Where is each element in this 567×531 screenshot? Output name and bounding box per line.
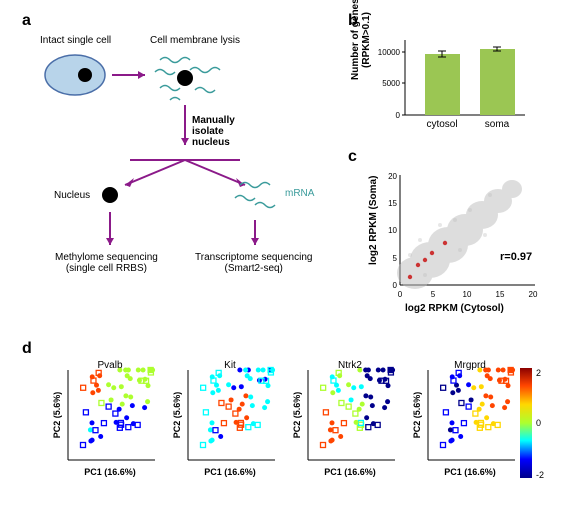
svg-text:5000: 5000 <box>382 79 400 88</box>
svg-text:PC1 (16.6%): PC1 (16.6%) <box>324 467 376 477</box>
svg-text:20: 20 <box>388 172 397 181</box>
svg-text:PC1 (16.6%): PC1 (16.6%) <box>444 467 496 477</box>
svg-text:Ntrk2: Ntrk2 <box>338 360 362 371</box>
svg-text:Mrgprd: Mrgprd <box>454 360 486 371</box>
panel-c-label: c <box>348 148 357 166</box>
panel-d-container: Pvalb PC1 (16.6%) PC2 (5.6%) Kit PC1 (16.6%)… <box>50 360 520 495</box>
svg-text:r=0.97: r=0.97 <box>500 251 532 263</box>
svg-text:PC2 (5.6%): PC2 (5.6%) <box>292 392 302 439</box>
svg-text:PC1 (16.6%): PC1 (16.6%) <box>204 467 256 477</box>
svg-text:0: 0 <box>398 290 403 299</box>
svg-text:-2: -2 <box>536 470 544 480</box>
svg-text:10: 10 <box>388 226 397 235</box>
panel-c-svg: 0 5 10 15 20 0 5 10 15 20 r=0.97 <box>370 165 545 315</box>
svg-text:10: 10 <box>463 290 472 299</box>
svg-text:PC2 (5.6%): PC2 (5.6%) <box>52 392 62 439</box>
svg-text:PC1 (16.6%): PC1 (16.6%) <box>84 467 136 477</box>
svg-text:cytosol: cytosol <box>426 119 457 130</box>
intact-label: Intact single cell <box>40 35 111 46</box>
svg-text:10000: 10000 <box>378 48 401 57</box>
panel-c-xlabel: log2 RPKM (Cytosol) <box>405 303 504 314</box>
svg-text:2: 2 <box>536 368 541 378</box>
pca-subplot: Ntrk2 PC1 (16.6%) PC2 (5.6%) <box>290 360 400 495</box>
svg-text:5: 5 <box>431 290 436 299</box>
figure-container: a <box>10 10 557 521</box>
isolate-label: Manually isolate nucleus <box>192 115 235 148</box>
panel-c-ylabel: log2 RPKM (Soma) <box>368 176 379 265</box>
lysis-label: Cell membrane lysis <box>150 35 240 46</box>
nucleus-label: Nucleus <box>54 190 90 201</box>
svg-text:soma: soma <box>485 119 510 130</box>
panel-b-svg: 0 5000 10000 cytosol soma <box>370 30 540 140</box>
svg-text:15: 15 <box>496 290 505 299</box>
mrna-label: mRNA <box>285 188 314 199</box>
panel-d-label: d <box>22 340 32 358</box>
svg-text:PC2 (5.6%): PC2 (5.6%) <box>172 392 182 439</box>
svg-text:PC2 (5.6%): PC2 (5.6%) <box>412 392 422 439</box>
svg-text:0: 0 <box>396 111 401 120</box>
trans-label: Transcriptome sequencing (Smart2-seq) <box>195 252 312 274</box>
panel-b-ylabel: Number of genes (RPKM>0.1) <box>350 0 372 80</box>
pca-subplot: Mrgprd PC1 (16.6%) PC2 (5.6%) <box>410 360 520 495</box>
meth-label: Methylome sequencing (single cell RRBS) <box>55 252 158 274</box>
panel-a-label: a <box>22 12 31 30</box>
svg-text:15: 15 <box>388 199 397 208</box>
svg-text:20: 20 <box>529 290 538 299</box>
colorbar: 2 0 -2 <box>520 368 560 488</box>
svg-text:Kit: Kit <box>224 360 236 371</box>
svg-text:5: 5 <box>393 254 398 263</box>
svg-text:0: 0 <box>536 418 541 428</box>
pca-subplot: Kit PC1 (16.6%) PC2 (5.6%) <box>170 360 280 495</box>
pca-subplot: Pvalb PC1 (16.6%) PC2 (5.6%) <box>50 360 160 495</box>
panel-a-svg <box>30 30 310 290</box>
svg-text:0: 0 <box>393 281 398 290</box>
svg-text:Pvalb: Pvalb <box>97 360 122 371</box>
